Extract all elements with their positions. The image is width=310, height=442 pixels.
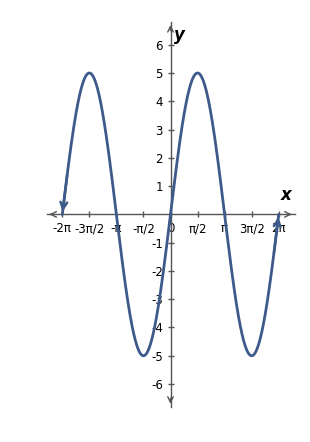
Text: x: x <box>281 186 292 204</box>
Text: y: y <box>174 27 185 44</box>
